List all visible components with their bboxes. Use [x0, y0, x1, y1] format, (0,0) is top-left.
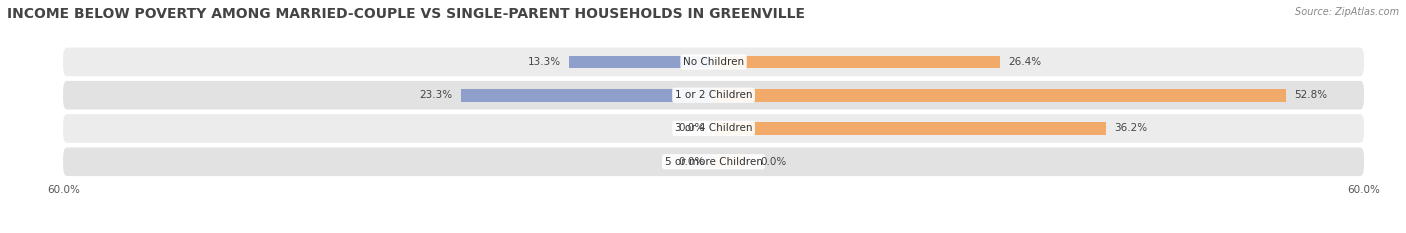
Bar	[461, 89, 713, 102]
Bar	[713, 89, 1285, 102]
FancyBboxPatch shape	[63, 147, 1364, 176]
Text: 36.2%: 36.2%	[1115, 123, 1147, 134]
FancyBboxPatch shape	[63, 48, 1364, 76]
Text: 52.8%: 52.8%	[1295, 90, 1327, 100]
Text: 5 or more Children: 5 or more Children	[665, 157, 762, 167]
Bar	[713, 56, 1000, 68]
Bar	[569, 56, 714, 68]
Text: 0.0%: 0.0%	[679, 123, 704, 134]
Text: 26.4%: 26.4%	[1008, 57, 1042, 67]
FancyBboxPatch shape	[63, 114, 1364, 143]
Text: 13.3%: 13.3%	[527, 57, 561, 67]
Bar	[676, 155, 713, 168]
Text: 23.3%: 23.3%	[419, 90, 453, 100]
FancyBboxPatch shape	[63, 81, 1364, 110]
Text: No Children: No Children	[683, 57, 744, 67]
Bar	[713, 122, 1107, 135]
Text: 1 or 2 Children: 1 or 2 Children	[675, 90, 752, 100]
Text: Source: ZipAtlas.com: Source: ZipAtlas.com	[1295, 7, 1399, 17]
Text: 3 or 4 Children: 3 or 4 Children	[675, 123, 752, 134]
Text: INCOME BELOW POVERTY AMONG MARRIED-COUPLE VS SINGLE-PARENT HOUSEHOLDS IN GREENVI: INCOME BELOW POVERTY AMONG MARRIED-COUPL…	[7, 7, 806, 21]
Text: 0.0%: 0.0%	[761, 157, 786, 167]
Bar	[713, 155, 747, 168]
Text: 0.0%: 0.0%	[679, 157, 704, 167]
